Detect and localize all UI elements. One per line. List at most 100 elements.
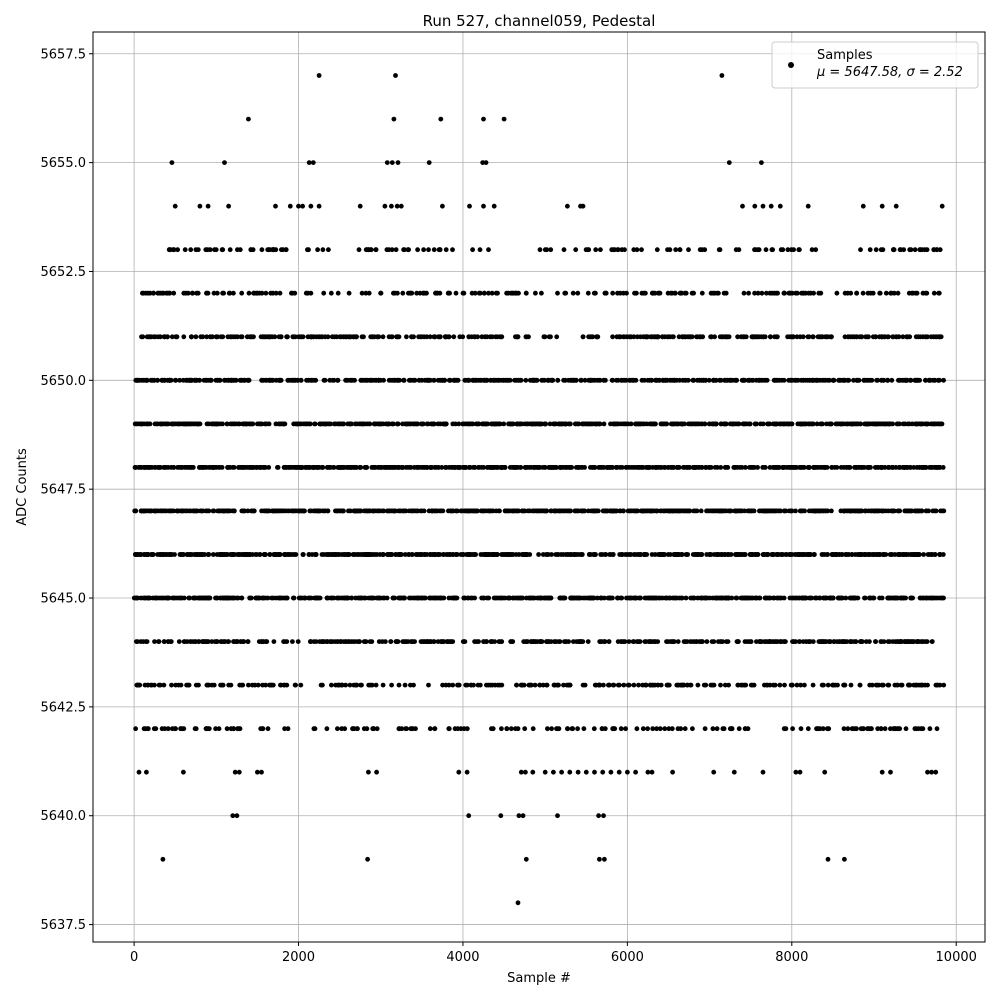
data-point: [239, 595, 245, 601]
data-point: [499, 682, 505, 688]
data-point: [801, 290, 806, 296]
data-point: [784, 552, 790, 557]
data-point: [694, 334, 699, 340]
data-point: [237, 682, 243, 688]
data-point: [230, 595, 236, 601]
data-point: [545, 595, 551, 601]
data-point: [301, 508, 306, 514]
data-point: [686, 247, 691, 253]
data-point: [373, 465, 378, 470]
data-point: [891, 247, 896, 253]
data-point: [838, 421, 844, 427]
data-point: [554, 334, 560, 340]
data-point: [434, 290, 440, 296]
data-point: [640, 508, 645, 514]
data-point: [259, 247, 265, 253]
data-point: [301, 421, 306, 427]
data-point: [853, 465, 859, 470]
data-point: [247, 465, 253, 470]
data-point: [738, 552, 743, 557]
data-point: [924, 639, 930, 644]
data-point: [810, 377, 815, 383]
data-point: [718, 465, 724, 470]
data-point: [689, 595, 695, 601]
data-point: [214, 639, 220, 644]
data-point: [724, 508, 729, 514]
data-point: [898, 639, 904, 644]
data-point: [387, 552, 393, 557]
data-point: [796, 639, 802, 644]
data-point: [413, 552, 419, 557]
data-point: [878, 247, 884, 253]
data-point: [516, 377, 521, 383]
data-point: [750, 377, 756, 383]
data-point: [932, 377, 937, 383]
data-point: [653, 465, 658, 470]
data-point: [464, 552, 469, 557]
data-point: [762, 465, 768, 470]
data-point: [615, 377, 621, 383]
data-point: [479, 595, 485, 601]
data-point: [671, 552, 677, 557]
data-point: [426, 682, 431, 688]
data-point: [309, 552, 315, 557]
data-point: [718, 508, 724, 514]
data-point: [674, 508, 679, 514]
data-point: [759, 290, 765, 296]
data-point: [839, 552, 845, 557]
data-point: [912, 508, 918, 514]
data-point: [447, 377, 453, 383]
data-point: [900, 465, 906, 470]
data-point: [347, 508, 353, 514]
data-point: [188, 552, 194, 557]
data-point: [222, 377, 227, 383]
data-point: [470, 465, 476, 470]
data-point: [445, 552, 451, 557]
data-point: [850, 421, 855, 427]
data-point: [877, 552, 883, 557]
data-point: [869, 377, 875, 383]
data-point: [719, 552, 725, 557]
data-point: [507, 595, 512, 601]
data-point: [894, 421, 900, 427]
data-point: [163, 465, 169, 470]
data-point: [181, 508, 187, 514]
data-point: [470, 421, 476, 427]
data-point: [357, 465, 363, 470]
data-point: [339, 421, 345, 427]
data-point: [829, 465, 835, 470]
data-point: [610, 377, 616, 383]
data-point: [857, 334, 863, 340]
data-point: [334, 508, 340, 514]
data-point: [711, 639, 717, 644]
data-point: [824, 465, 830, 470]
data-point: [439, 465, 445, 470]
data-point: [896, 552, 902, 557]
data-point: [194, 508, 199, 514]
data-point: [929, 639, 935, 644]
data-point: [808, 290, 814, 296]
data-point: [257, 552, 263, 557]
data-point: [165, 639, 171, 644]
data-point: [163, 552, 169, 557]
data-point: [695, 682, 701, 688]
data-point: [214, 290, 220, 296]
data-point: [692, 465, 698, 470]
data-point: [397, 465, 402, 470]
data-point: [684, 552, 690, 557]
data-point: [723, 290, 729, 296]
data-point: [251, 290, 257, 296]
data-point: [735, 639, 740, 644]
data-point: [834, 465, 840, 470]
data-point: [862, 552, 867, 557]
data-point: [829, 421, 834, 427]
data-points: [131, 73, 947, 906]
data-point: [807, 595, 813, 601]
data-point: [917, 247, 923, 253]
data-point: [749, 334, 755, 340]
data-point: [788, 377, 794, 383]
data-point: [736, 421, 742, 427]
data-point: [273, 421, 279, 427]
data-point: [654, 508, 659, 514]
data-point: [402, 552, 408, 557]
